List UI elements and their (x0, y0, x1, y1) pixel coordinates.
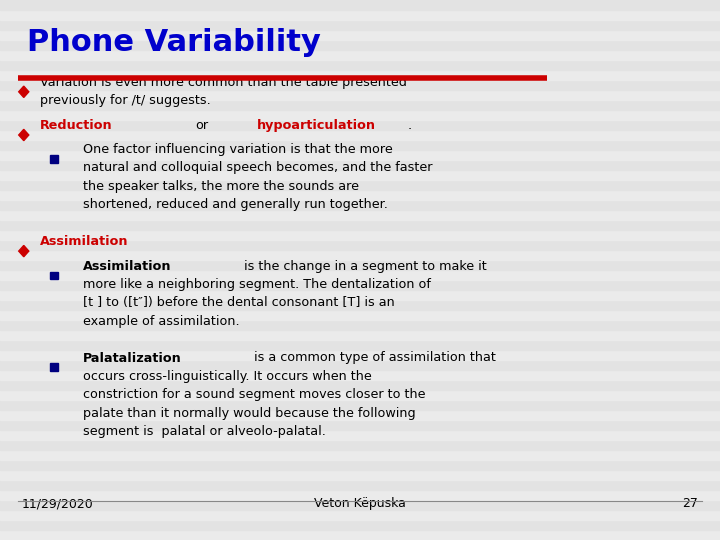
Text: is the change in a segment to make it: is the change in a segment to make it (244, 260, 487, 273)
Bar (0, 190, 720, 200)
Bar (0, 130, 720, 140)
Text: natural and colloquial speech becomes, and the faster: natural and colloquial speech becomes, a… (83, 161, 432, 174)
Bar (0, 110, 720, 120)
Bar (0, 440, 720, 450)
Bar (0, 320, 720, 330)
Text: .: . (408, 119, 412, 132)
Bar (0, 0, 720, 10)
Text: 11/29/2020: 11/29/2020 (22, 497, 94, 510)
Bar (0, 90, 720, 100)
Polygon shape (19, 245, 29, 256)
Text: the speaker talks, the more the sounds are: the speaker talks, the more the sounds a… (83, 180, 359, 193)
Bar (0, 170, 720, 180)
Bar (50, 363, 58, 371)
Bar (0, 250, 720, 260)
Text: occurs cross-linguistically. It occurs when the: occurs cross-linguistically. It occurs w… (83, 370, 372, 383)
Polygon shape (19, 130, 29, 140)
Bar (0, 420, 720, 430)
Text: more like a neighboring segment. The dentalization of: more like a neighboring segment. The den… (83, 278, 431, 291)
Bar (0, 450, 720, 460)
Bar (0, 480, 720, 490)
Bar (0, 390, 720, 400)
Text: [t ] to ([t″]) before the dental consonant [T] is an: [t ] to ([t″]) before the dental consona… (83, 296, 395, 309)
Bar (0, 530, 720, 540)
Bar (0, 120, 720, 130)
Bar (0, 210, 720, 220)
Bar (0, 30, 720, 40)
Bar (0, 230, 720, 240)
Text: Assimilation: Assimilation (83, 260, 171, 273)
Text: hypoarticulation: hypoarticulation (257, 119, 376, 132)
Bar (0, 500, 720, 510)
Text: constriction for a sound segment moves closer to the: constriction for a sound segment moves c… (83, 388, 426, 401)
Text: palate than it normally would because the following: palate than it normally would because th… (83, 407, 415, 420)
Bar (0, 60, 720, 70)
Text: Palatalization: Palatalization (83, 352, 181, 365)
Text: Phone Variability: Phone Variability (27, 28, 321, 57)
Bar (0, 300, 720, 310)
Bar (0, 340, 720, 350)
Bar (0, 220, 720, 230)
Text: Variation is even more common than the table presented: Variation is even more common than the t… (40, 76, 407, 89)
Text: is a common type of assimilation that: is a common type of assimilation that (254, 352, 496, 365)
Text: Veton Këpuska: Veton Këpuska (314, 497, 406, 510)
Bar (0, 240, 720, 250)
Text: previously for /t/ suggests.: previously for /t/ suggests. (40, 94, 210, 107)
Text: Assimilation: Assimilation (40, 235, 128, 248)
Bar (0, 260, 720, 270)
Bar (50, 272, 58, 279)
Bar (0, 100, 720, 110)
Bar (0, 270, 720, 280)
Bar (0, 490, 720, 500)
Polygon shape (19, 86, 29, 97)
Bar (0, 510, 720, 520)
Bar (0, 310, 720, 320)
Text: shortened, reduced and generally run together.: shortened, reduced and generally run tog… (83, 198, 387, 211)
Bar (0, 400, 720, 410)
Text: Reduction: Reduction (40, 119, 112, 132)
Bar (0, 20, 720, 30)
Bar (0, 50, 720, 60)
Text: or: or (195, 119, 209, 132)
Bar (0, 80, 720, 90)
Bar (0, 290, 720, 300)
Bar (0, 350, 720, 360)
Bar (0, 460, 720, 470)
Bar (0, 410, 720, 420)
Bar (0, 380, 720, 390)
Bar (0, 360, 720, 370)
Bar (0, 520, 720, 530)
Bar (0, 180, 720, 190)
Bar (0, 10, 720, 20)
Bar (0, 160, 720, 170)
Bar (0, 330, 720, 340)
Bar (0, 140, 720, 150)
Bar (0, 150, 720, 160)
Bar (0, 40, 720, 50)
Text: example of assimilation.: example of assimilation. (83, 315, 240, 328)
Bar (0, 200, 720, 210)
Bar (0, 280, 720, 290)
Text: 27: 27 (683, 497, 698, 510)
Bar (0, 370, 720, 380)
Text: segment is  palatal or alveolo-palatal.: segment is palatal or alveolo-palatal. (83, 425, 325, 438)
Bar (0, 70, 720, 80)
Bar (0, 470, 720, 480)
Bar (50, 155, 58, 163)
Text: One factor influencing variation is that the more: One factor influencing variation is that… (83, 143, 392, 156)
Bar (0, 430, 720, 440)
